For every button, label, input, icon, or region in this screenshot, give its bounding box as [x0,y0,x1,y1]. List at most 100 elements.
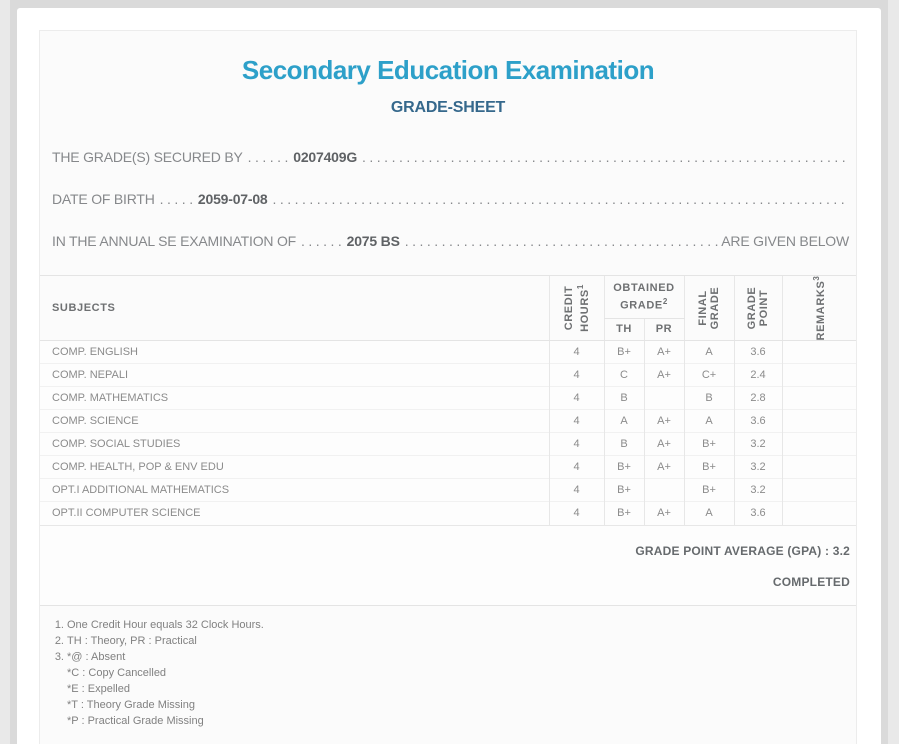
table-row: COMP. HEALTH, POP & ENV EDU 4 B+ A+ B+ 3… [40,455,856,479]
info-label: DATE OF BIRTH [52,191,155,207]
table-subheader-row: TH PR [40,317,856,342]
table-row: COMP. SOCIAL STUDIES 4 B A+ B+ 3.2 [40,432,856,456]
info-line: DATE OF BIRTH . . . . . 2059-07-08 . . .… [52,191,849,207]
remarks-cell [781,363,856,387]
grade-point-cell: 3.2 [733,432,782,456]
footnote-number [52,665,67,681]
theory-grade-cell: B [603,386,644,410]
info-suffix: ARE GIVEN BELOW [721,233,849,249]
dot-leader: . . . . . [159,191,193,207]
footnote-item: *E : Expelled [52,681,844,697]
practical-grade-cell: A+ [643,455,684,479]
dot-leader: . . . . . . . . . . . . . . . . . . . . … [362,149,846,165]
grade-point-cell: 3.6 [733,501,782,525]
page-title: Secondary Education Examination [241,55,655,85]
dot-leader: . . . . . . . . . . . . . . . . . . . . … [272,191,846,207]
column-header-practical: PR [643,317,684,342]
dot-leader: . . . . . . [247,149,289,165]
info-line: THE GRADE(S) SECURED BY . . . . . . 0207… [52,149,849,165]
footnote-text: TH : Theory, PR : Practical [67,634,197,647]
table-row: COMP. MATHEMATICS 4 B B 2.8 [40,386,856,410]
credit-hours-label: CREDIT HOURS1 [562,284,591,332]
footnote-number [52,697,67,713]
practical-grade-cell: A+ [643,432,684,456]
remarks-cell [781,501,856,525]
final-grade-cell: A [683,501,734,525]
gpa-summary: GRADE POINT AVERAGE (GPA) : 3.2 [635,543,850,558]
table-header-row: SUBJECTS CREDIT HOURS1 OBTAINED GRADE2 F… [40,275,856,341]
remarks-cell [781,432,856,456]
column-header-final-grade: FINAL GRADE [683,275,734,341]
footnote-text: *P : Practical Grade Missing [67,714,204,727]
table-row: OPT.I ADDITIONAL MATHEMATICS 4 B+ B+ 3.2 [40,478,856,502]
subject-cell: OPT.I ADDITIONAL MATHEMATICS [40,478,549,502]
info-value: 2075 BS [346,233,400,249]
theory-grade-cell: B+ [603,478,644,502]
column-header-remarks: REMARKS3 [781,275,856,341]
footnote-item: 3. *@ : Absent [52,649,844,665]
final-grade-cell: A [683,409,734,433]
theory-grade-cell: A [603,409,644,433]
grade-point-cell: 3.6 [733,340,782,364]
final-grade-cell: C+ [683,363,734,387]
footnote-text: *C : Copy Cancelled [67,666,167,679]
column-header-obtained-grade: OBTAINED GRADE2 [603,275,684,319]
grade-point-cell: 3.6 [733,409,782,433]
page-subtitle: GRADE-SHEET [390,99,506,116]
practical-grade-cell: A+ [643,501,684,525]
theory-grade-cell: B+ [603,340,644,364]
credit-hours-cell: 4 [548,340,604,364]
footnote-text: One Credit Hour equals 32 Clock Hours. [67,618,264,631]
subject-cell: COMP. SOCIAL STUDIES [40,432,549,456]
info-value: 2059-07-08 [197,191,268,207]
result-summary-section: GRADE POINT AVERAGE (GPA) : 3.2 COMPLETE… [40,524,856,606]
final-grade-cell: B+ [683,478,734,502]
info-line: IN THE ANNUAL SE EXAMINATION OF . . . . … [52,233,849,249]
completion-status: COMPLETED [772,574,850,589]
footnotes-section: 1. One Credit Hour equals 32 Clock Hours… [40,606,856,740]
practical-grade-cell: A+ [643,409,684,433]
grade-point-cell: 2.8 [733,386,782,410]
footnote-item: 2. TH : Theory, PR : Practical [52,633,844,649]
footnote-item: 1. One Credit Hour equals 32 Clock Hours… [52,617,844,633]
remarks-cell [781,340,856,364]
dot-leader: . . . . . . [301,233,342,249]
column-header-credit-hours: CREDIT HOURS1 [548,275,604,341]
final-grade-cell: B [683,386,734,410]
subject-cell: COMP. HEALTH, POP & ENV EDU [40,455,549,479]
footnote-item: *T : Theory Grade Missing [52,697,844,713]
practical-grade-cell: A+ [643,363,684,387]
subject-cell: COMP. MATHEMATICS [40,386,549,410]
grade-point-cell: 2.4 [733,363,782,387]
final-grade-cell: B+ [683,455,734,479]
column-header-grade-point: GRADE POINT [733,275,782,341]
footnote-item: *C : Copy Cancelled [52,665,844,681]
gradesheet-panel: Secondary Education Examination GRADE-SH… [39,30,857,744]
practical-grade-cell: A+ [643,340,684,364]
theory-grade-cell: C [603,363,644,387]
final-grade-cell: A [683,340,734,364]
credit-hours-cell: 4 [548,455,604,479]
theory-grade-cell: B [603,432,644,456]
footnote-text: *@ : Absent [67,650,126,663]
gradesheet-card: Secondary Education Examination GRADE-SH… [17,8,881,744]
footnote-number [52,713,67,729]
credit-hours-cell: 4 [548,363,604,387]
credit-hours-cell: 4 [548,432,604,456]
column-header-subjects: SUBJECTS [40,275,549,341]
footnote-number [52,681,67,697]
student-info-section: THE GRADE(S) SECURED BY . . . . . . 0207… [40,149,856,249]
practical-grade-cell [643,386,684,410]
credit-hours-cell: 4 [548,386,604,410]
credit-hours-cell: 4 [548,409,604,433]
remarks-cell [781,455,856,479]
info-label: THE GRADE(S) SECURED BY [52,149,243,165]
table-row: COMP. ENGLISH 4 B+ A+ A 3.6 [40,340,856,364]
credit-hours-cell: 4 [548,478,604,502]
footnote-number: 2. [54,634,64,647]
table-row: COMP. NEPALI 4 C A+ C+ 2.4 [40,363,856,387]
remarks-cell [781,478,856,502]
practical-grade-cell [643,478,684,502]
theory-grade-cell: B+ [603,501,644,525]
footnote-text: *E : Expelled [67,682,130,695]
